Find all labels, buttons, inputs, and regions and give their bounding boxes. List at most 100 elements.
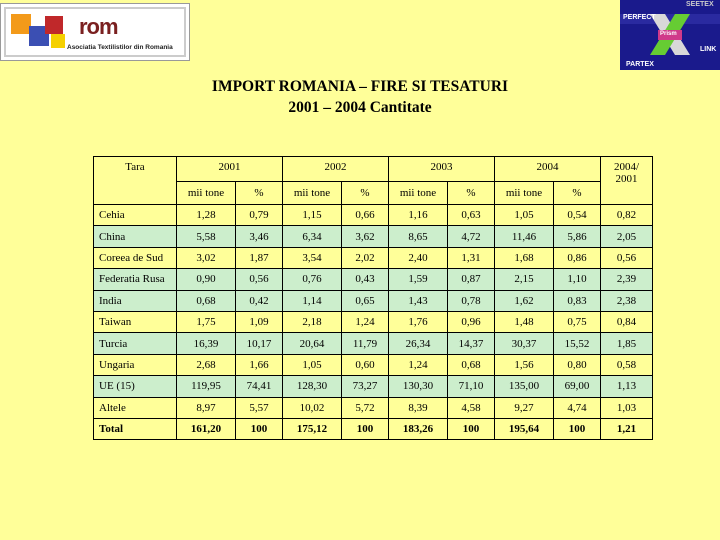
seetex-label: SEETEX	[686, 1, 714, 8]
logo-square-red	[45, 16, 63, 34]
value-cell: 0,68	[176, 289, 236, 312]
value-cell: 100	[553, 417, 601, 441]
value-cell: 3,46	[235, 225, 283, 248]
value-cell: 0,58	[600, 353, 653, 377]
page-title-line1: IMPORT ROMANIA – FIRE SI TESATURI	[211, 78, 509, 95]
value-cell: 1,13	[600, 375, 653, 398]
page-title-line2: 2001 – 2004 Cantitate	[288, 99, 432, 116]
value-cell: 1,03	[600, 396, 653, 419]
value-cell: 128,30	[282, 375, 342, 398]
table-row: Cehia 1,28 0,79 1,15 0,66 1,16 0,63 1,05 0,54 0,8…	[93, 203, 653, 227]
value-cell: 161,20	[176, 417, 236, 441]
table-row: Turcia 16,39 10,17 20,64 11,79 26,34 14,37 30,3…	[93, 332, 653, 355]
table-row: Coreea de Sud 3,02 1,87 3,54 2,02 2,40 1,31 1,6…	[93, 246, 653, 270]
table-row: China 5,58 3,46 6,34 3,62 8,65 4,72 11,46 5,86 2,…	[93, 225, 653, 248]
value-cell: 8,97	[176, 396, 236, 419]
value-cell: 69,00	[553, 375, 601, 398]
value-cell: 130,30	[388, 375, 448, 398]
value-cell: 0,83	[553, 289, 601, 312]
value-cell: 0,60	[341, 353, 389, 377]
value-cell: 0,56	[600, 246, 653, 270]
prism-label: Prism	[660, 31, 677, 37]
country-cell: Ungaria	[93, 353, 177, 377]
table-row: UE (15) 119,95 74,41 128,30 73,27 130,30 71,10…	[93, 375, 653, 398]
country-cell: UE (15)	[93, 375, 177, 398]
value-cell: 5,58	[176, 225, 236, 248]
value-cell: 0,63	[447, 203, 495, 227]
value-cell: 1,28	[176, 203, 236, 227]
import-table: Tara 2001 2002 2003 2004 2004/ 2001 mii …	[93, 156, 653, 441]
perfect-label: PERFECT	[623, 14, 656, 21]
value-cell: 119,95	[176, 375, 236, 398]
table-body: Cehia 1,28 0,79 1,15 0,66 1,16 0,63 1,05 0,54 0,8…	[93, 203, 653, 441]
value-cell: 0,42	[235, 289, 283, 312]
country-cell: India	[93, 289, 177, 312]
value-cell: 14,37	[447, 332, 495, 355]
value-cell: 2,39	[600, 268, 653, 291]
table-row: India 0,68 0,42 1,14 0,65 1,43 0,78 1,62 0,83 2,3…	[93, 289, 653, 312]
value-cell: 3,62	[341, 225, 389, 248]
value-cell: 16,39	[176, 332, 236, 355]
value-cell: 10,17	[235, 332, 283, 355]
value-cell: 3,02	[176, 246, 236, 270]
value-cell: 73,27	[341, 375, 389, 398]
value-cell: 1,15	[282, 203, 342, 227]
subheader-cell: mii tone	[176, 180, 236, 206]
value-cell: 2,38	[600, 289, 653, 312]
year-header-2001: 2001	[176, 156, 283, 182]
value-cell: 74,41	[235, 375, 283, 398]
value-cell: 1,24	[341, 310, 389, 334]
value-cell: 1,31	[447, 246, 495, 270]
value-cell: 1,62	[494, 289, 554, 312]
country-cell: Coreea de Sud	[93, 246, 177, 270]
value-cell: 0,82	[600, 203, 653, 227]
value-cell: 11,79	[341, 332, 389, 355]
value-cell: 0,56	[235, 268, 283, 291]
logo-word: rom	[79, 14, 119, 39]
value-cell: 8,39	[388, 396, 448, 419]
ratio-header-line1: 2004/	[613, 161, 640, 173]
value-cell: 100	[447, 417, 495, 441]
subheader-cell: %	[553, 180, 601, 206]
value-cell: 11,46	[494, 225, 554, 248]
value-cell: 175,12	[282, 417, 342, 441]
value-cell: 2,15	[494, 268, 554, 291]
value-cell: 1,56	[494, 353, 554, 377]
value-cell: 5,72	[341, 396, 389, 419]
ratio-header-line2: 2001	[615, 173, 638, 185]
subheader-cell: mii tone	[494, 180, 554, 206]
ratio-header: 2004/ 2001	[600, 156, 653, 205]
value-cell: 2,68	[176, 353, 236, 377]
value-cell: 3,54	[282, 246, 342, 270]
table-row: Ungaria 2,68 1,66 1,05 0,60 1,24 0,68 1,56 0,80 0…	[93, 353, 653, 377]
value-cell: 1,76	[388, 310, 448, 334]
value-cell: 1,10	[553, 268, 601, 291]
value-cell: 1,43	[388, 289, 448, 312]
value-cell: 0,68	[447, 353, 495, 377]
subheader-cell: %	[235, 180, 283, 206]
value-cell: 1,05	[494, 203, 554, 227]
country-cell: Turcia	[93, 332, 177, 355]
value-cell: 4,74	[553, 396, 601, 419]
value-cell: 1,24	[388, 353, 448, 377]
value-cell: 0,80	[553, 353, 601, 377]
value-cell: 2,05	[600, 225, 653, 248]
value-cell: 0,75	[553, 310, 601, 334]
value-cell: 0,79	[235, 203, 283, 227]
country-cell: Cehia	[93, 203, 177, 227]
value-cell: 0,90	[176, 268, 236, 291]
value-cell: 1,59	[388, 268, 448, 291]
value-cell: 2,40	[388, 246, 448, 270]
subheader-cell: mii tone	[282, 180, 342, 206]
value-cell: 0,78	[447, 289, 495, 312]
country-cell: Altele	[93, 396, 177, 419]
table-row: Altele 8,97 5,57 10,02 5,72 8,39 4,58 9,27 4,74 1…	[93, 396, 653, 419]
value-cell: 5,86	[553, 225, 601, 248]
value-cell: 1,87	[235, 246, 283, 270]
table-row: Total 161,20 100 175,12 100 183,26 100 195,64 10…	[93, 417, 653, 441]
logo-frame	[4, 7, 186, 57]
country-cell: Federatia Rusa	[93, 268, 177, 291]
value-cell: 1,75	[176, 310, 236, 334]
value-cell: 1,68	[494, 246, 554, 270]
value-cell: 0,96	[447, 310, 495, 334]
